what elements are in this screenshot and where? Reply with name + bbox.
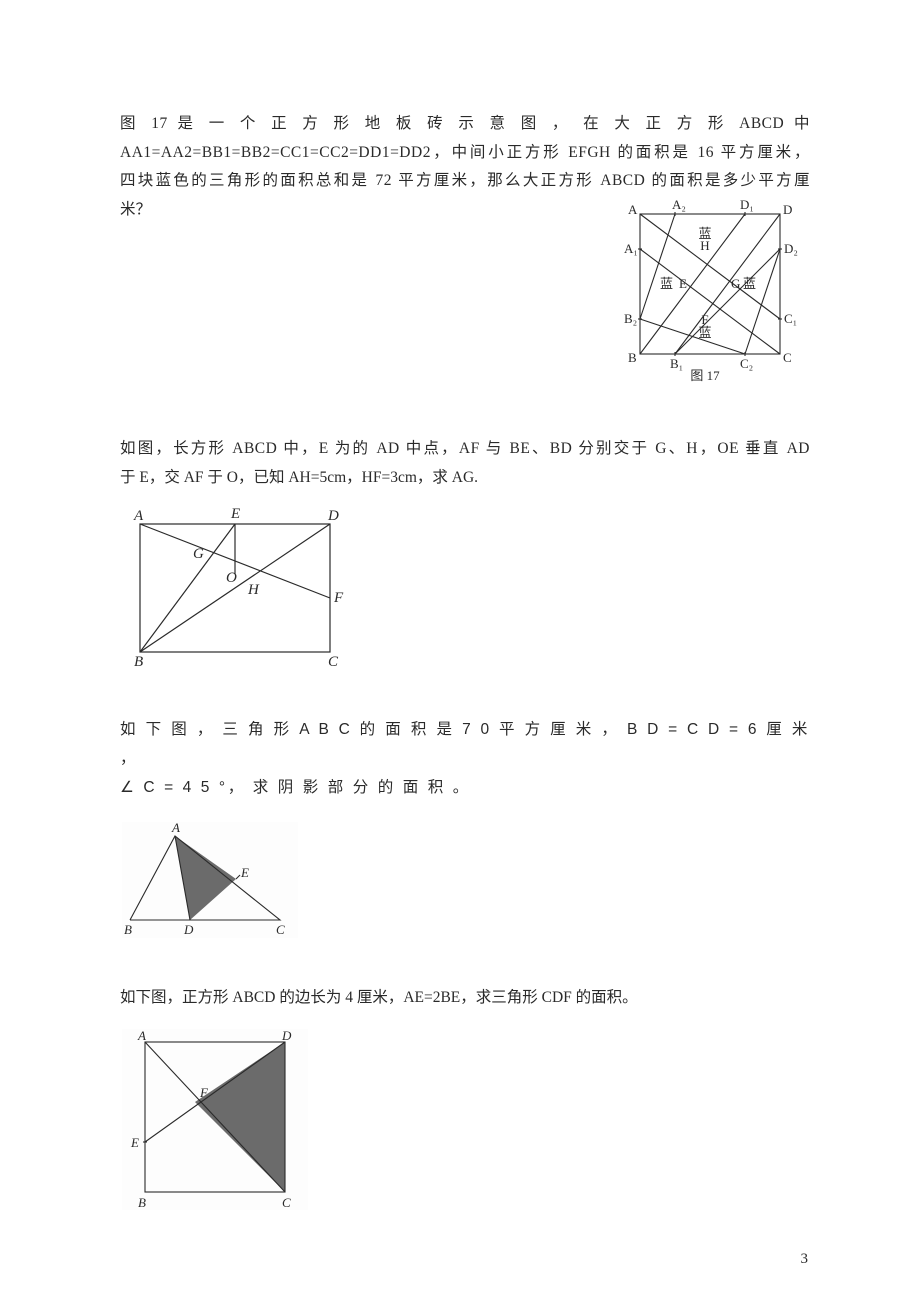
figure-1: A A₁ A₂ D D₁ D₂ C₁ C C₂ B₁ B B₂ H [600, 196, 810, 391]
svg-text:C: C [328, 654, 339, 670]
svg-text:F: F [199, 1085, 209, 1100]
problem1-line1: 图 17 是 一 个 正 方 形 地 板 砖 示 意 图 ， 在 大 正 方 形… [120, 110, 810, 139]
svg-text:G: G [193, 546, 204, 562]
problem3-line1: 如 下 图 ， 三 角 形 A B C 的 面 积 是 7 0 平 方 厘 米 … [120, 716, 810, 773]
svg-text:A: A [628, 202, 638, 217]
blue-label-right: 蓝 [743, 276, 756, 291]
problem-1: 图 17 是 一 个 正 方 形 地 板 砖 示 意 图 ， 在 大 正 方 形… [120, 110, 810, 391]
svg-text:A₁: A₁ [624, 241, 638, 256]
svg-text:H: H [247, 582, 260, 598]
figure-4: A D E B C F [120, 1027, 310, 1212]
svg-text:C: C [783, 350, 792, 365]
blue-label-top: 蓝 [698, 226, 711, 241]
svg-text:B: B [134, 654, 143, 670]
problem-3: 如 下 图 ， 三 角 形 A B C 的 面 积 是 7 0 平 方 厘 米 … [120, 716, 810, 940]
figure-2: A E D F C B G O H [120, 502, 358, 672]
blue-label-left: 蓝 [660, 276, 673, 291]
svg-text:A₂: A₂ [672, 197, 686, 212]
svg-text:E: E [230, 506, 240, 522]
problem1-line2: AA1=AA2=BB1=BB2=CC1=CC2=DD1=DD2，中间小正方形 E… [120, 139, 810, 168]
svg-text:E: E [679, 276, 687, 291]
svg-text:D: D [183, 922, 194, 937]
problem2-line1: 如图，长方形 ABCD 中，E 为的 AD 中点，AF 与 BE、BD 分别交于… [120, 435, 810, 464]
svg-text:B: B [138, 1195, 146, 1210]
problem-2: 如图，长方形 ABCD 中，E 为的 AD 中点，AF 与 BE、BD 分别交于… [120, 435, 810, 672]
problem-4: 如下图，正方形 ABCD 的边长为 4 厘米，AE=2BE，求三角形 CDF 的… [120, 984, 810, 1212]
svg-text:G: G [731, 276, 740, 291]
svg-text:B₂: B₂ [624, 311, 637, 326]
svg-text:A: A [133, 508, 144, 524]
problem4-line1: 如下图，正方形 ABCD 的边长为 4 厘米，AE=2BE，求三角形 CDF 的… [120, 984, 810, 1013]
svg-text:C₁: C₁ [784, 311, 797, 326]
problem3-line2: ∠ C = 4 5 °， 求 阴 影 部 分 的 面 积 。 [120, 774, 810, 803]
svg-text:A: A [137, 1028, 146, 1043]
figure-1-svg: A A₁ A₂ D D₁ D₂ C₁ C C₂ B₁ B B₂ H [600, 196, 810, 386]
svg-text:E: E [130, 1135, 139, 1150]
problem1-line3: 四块蓝色的三角形的面积总和是 72 平方厘米，那么大正方形 ABCD 的面积是多… [120, 167, 810, 196]
svg-text:C: C [282, 1195, 291, 1210]
page-number: 3 [801, 1251, 809, 1268]
svg-text:C₂: C₂ [740, 356, 753, 371]
blue-label-bottom: 蓝 [698, 325, 711, 340]
svg-text:D₂: D₂ [784, 241, 798, 256]
problem1-line4: 米？ [120, 196, 582, 225]
figure-3: A B D C E [120, 820, 300, 940]
svg-text:D: D [327, 508, 339, 524]
svg-text:O: O [226, 570, 237, 586]
svg-text:D₁: D₁ [740, 197, 754, 212]
svg-text:B: B [628, 350, 637, 365]
svg-text:D: D [281, 1028, 292, 1043]
svg-text:F: F [333, 590, 344, 606]
svg-text:C: C [276, 922, 285, 937]
svg-text:D: D [783, 202, 792, 217]
problem2-line2: 于 E，交 AF 于 O，已知 AH=5cm，HF=3cm，求 AG. [120, 464, 810, 493]
svg-text:B: B [124, 922, 132, 937]
svg-text:A: A [171, 820, 180, 835]
svg-text:E: E [240, 865, 249, 880]
svg-text:B₁: B₁ [670, 356, 683, 371]
figure-1-caption: 图 17 [690, 368, 720, 383]
